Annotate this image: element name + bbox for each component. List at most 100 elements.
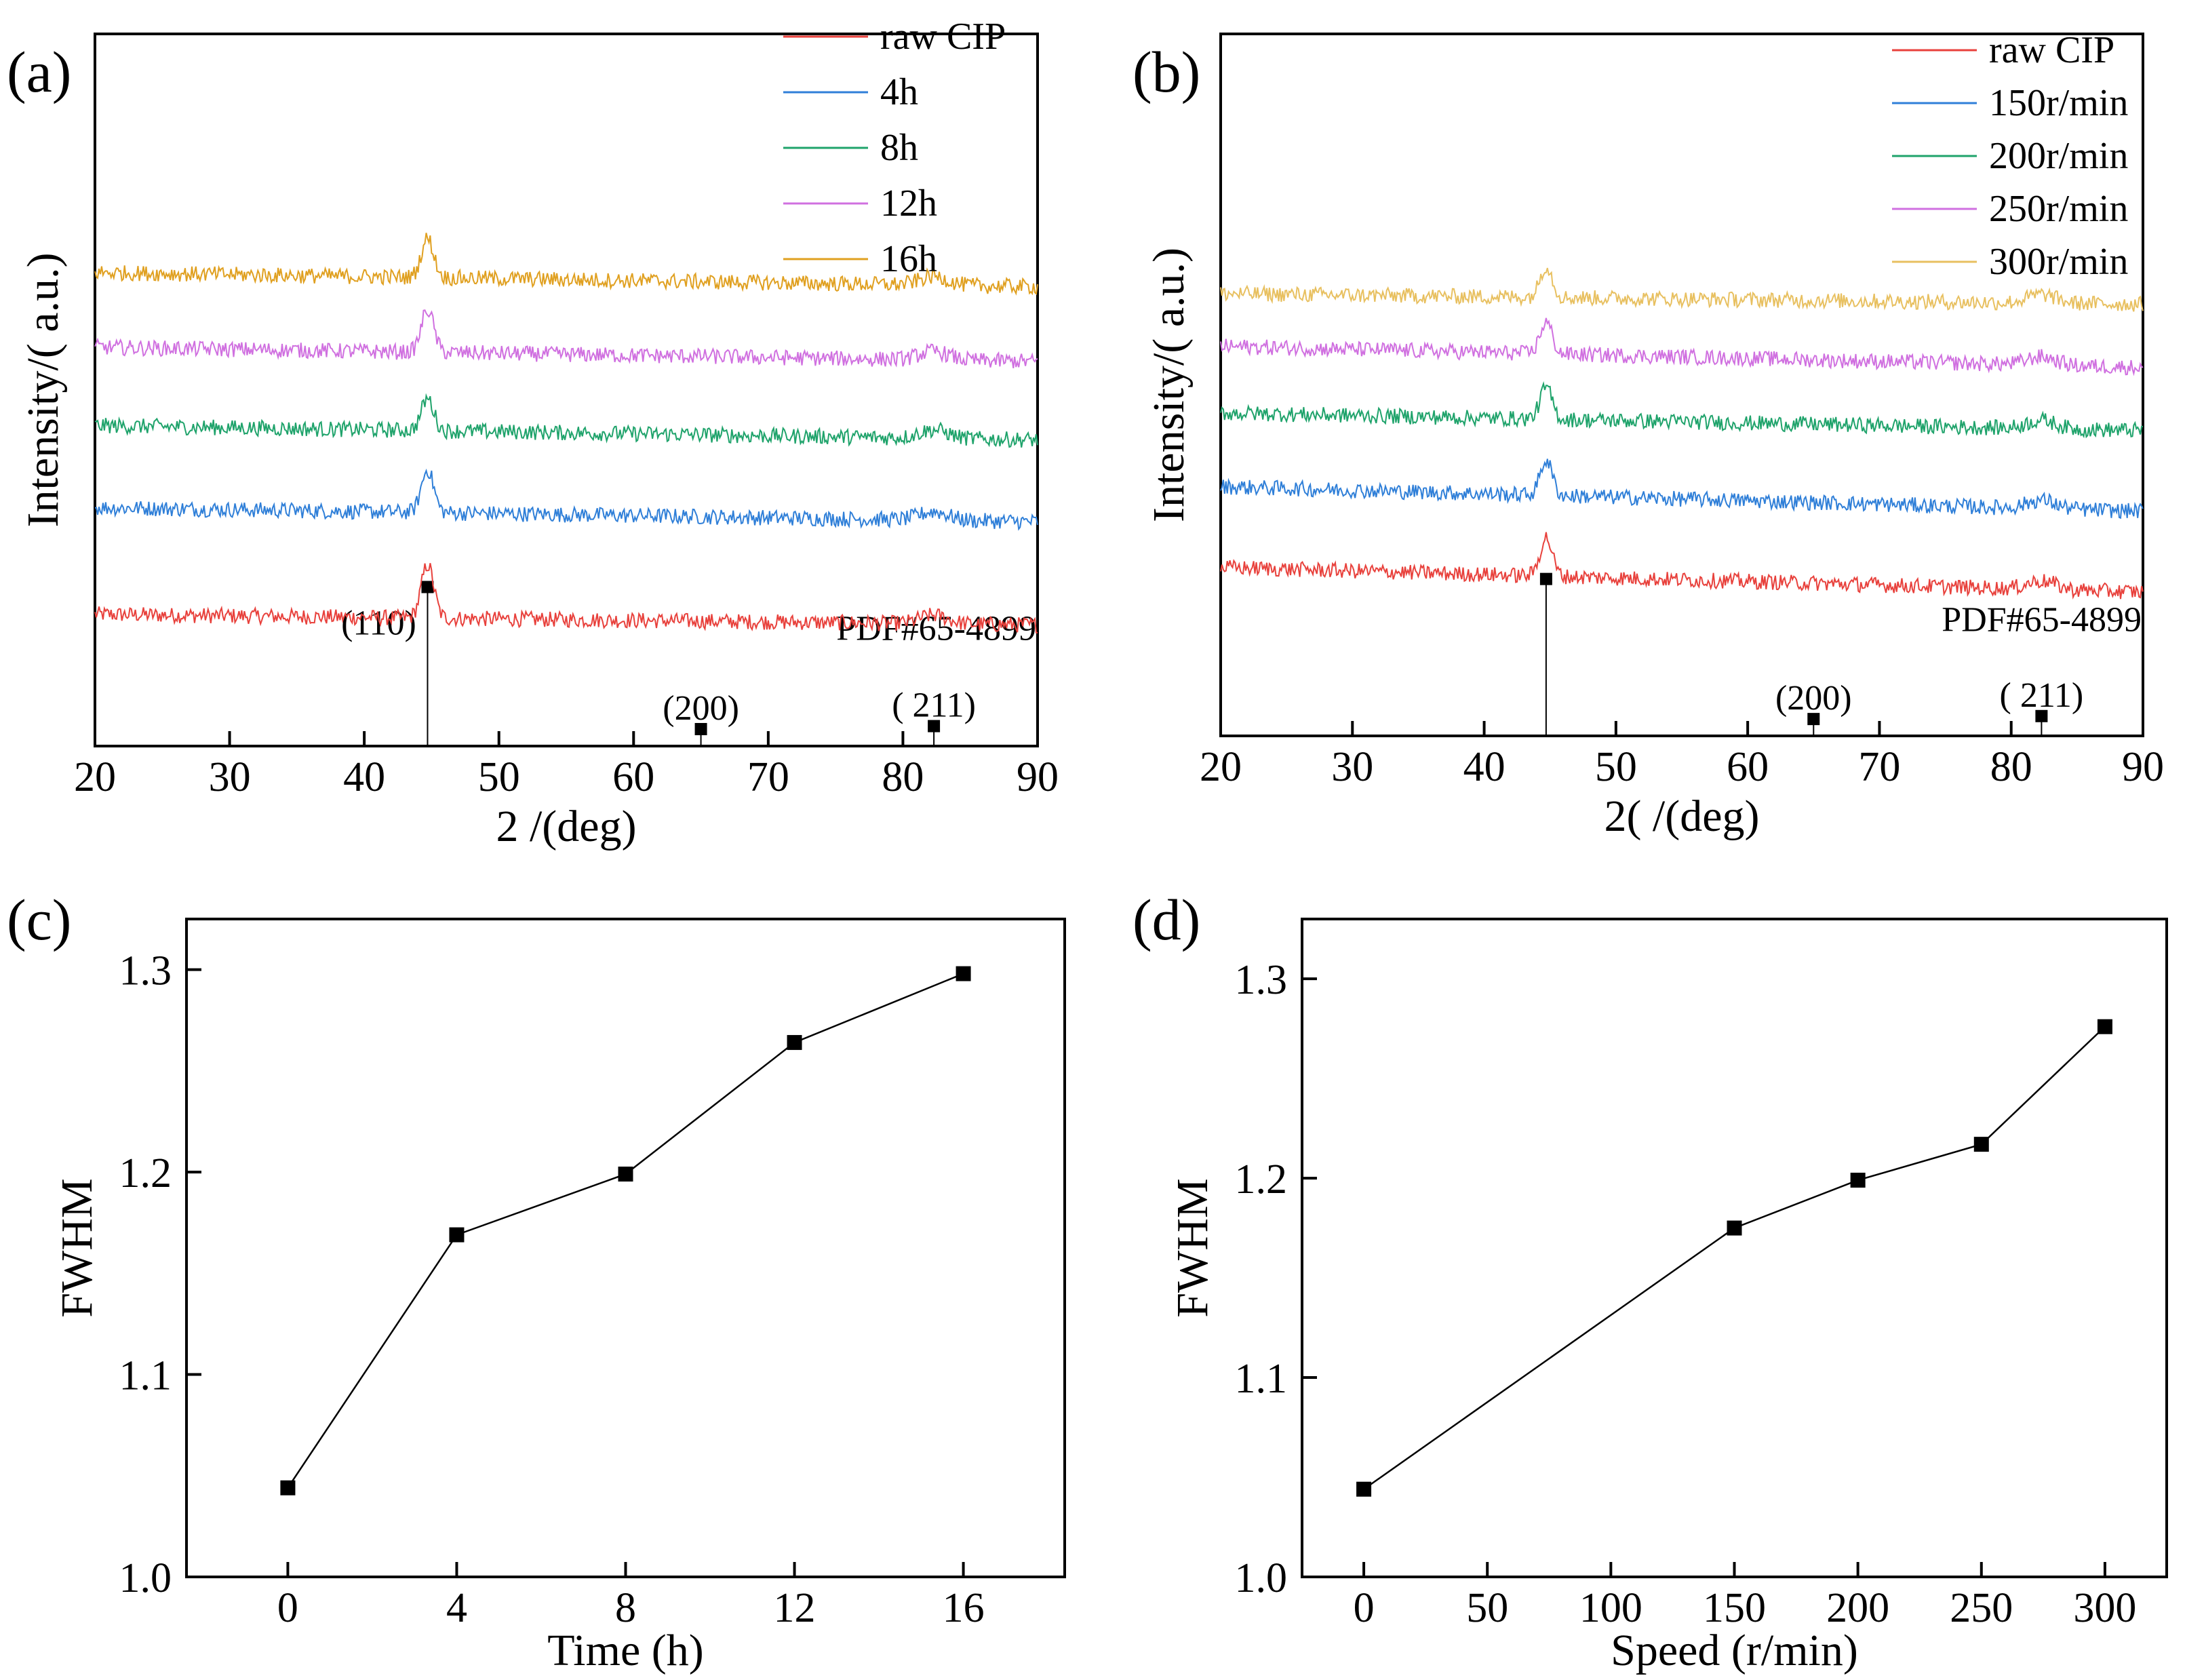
reference-peak-label: (200)	[1775, 679, 1852, 718]
panel-letter: (d)	[1133, 887, 1200, 952]
legend-label: raw CIP	[1989, 29, 2114, 71]
panel-letter: (b)	[1133, 39, 1200, 104]
x-tick-label: 90	[1017, 754, 1059, 800]
data-point	[280, 1480, 296, 1496]
panel-a: (a)20 30 40 50 60 70 80 90(110)(200)( 211)PDF#6…	[7, 16, 1059, 851]
panel-d: (d) 0 50 100 150 200 250 300 1.0 1.1 1.2 1.3 Speed (…	[1133, 887, 2168, 1675]
x-tick-label: 12	[774, 1585, 816, 1631]
plot-frame	[1301, 918, 2168, 1578]
x-tick-label: 200	[1826, 1585, 1889, 1631]
data-point	[449, 1227, 465, 1243]
x-axis-label: 2( /(deg)	[1604, 792, 1759, 841]
y-axis-label: FWHM	[1168, 1178, 1217, 1317]
data-point	[1850, 1173, 1866, 1188]
y-tick-label: 1.2	[119, 1150, 172, 1196]
series-line-1	[94, 468, 1038, 531]
legend-label: 4h	[880, 71, 918, 113]
y-tick-label: 1.3	[119, 948, 172, 994]
x-tick-label: 40	[343, 754, 385, 800]
x-tick-label: 60	[1727, 744, 1769, 790]
series-line-4	[1220, 267, 2144, 312]
x-tick-label: 8	[615, 1585, 636, 1631]
legend-label: 150r/min	[1989, 82, 2128, 124]
legend-label: 8h	[880, 127, 918, 169]
x-tick-label: 0	[277, 1585, 298, 1631]
reference-peak-label: ( 211)	[2000, 676, 2084, 715]
x-tick-label: 20	[1200, 744, 1242, 790]
plot-frame	[94, 33, 1039, 747]
legend-label: raw CIP	[880, 16, 1006, 58]
reference-peak-label: ( 211)	[892, 686, 976, 725]
y-tick-label: 1.2	[1235, 1156, 1288, 1203]
series-line-2	[1220, 381, 2144, 439]
series-line-3	[94, 309, 1038, 369]
x-tick-label: 30	[209, 754, 251, 800]
reference-marker	[928, 720, 941, 732]
x-tick-label: 80	[882, 754, 924, 800]
reference-marker	[421, 581, 434, 593]
y-tick-label: 1.3	[1235, 957, 1288, 1003]
x-tick-label: 50	[1595, 744, 1637, 790]
x-tick-label: 250	[1950, 1585, 2013, 1631]
x-tick-label: 30	[1331, 744, 1373, 790]
x-tick-label: 4	[446, 1585, 467, 1631]
data-point	[2097, 1019, 2112, 1034]
x-tick-label: 150	[1703, 1585, 1766, 1631]
data-point	[787, 1035, 802, 1051]
data-point	[1973, 1137, 1989, 1152]
legend-label: 12h	[880, 182, 937, 224]
x-axis-label: 2 /(deg)	[496, 802, 636, 851]
series-line-3	[1220, 317, 2144, 376]
y-tick-label: 1.1	[119, 1353, 172, 1399]
series-line-0	[1220, 532, 2144, 600]
y-axis-label: Intensity/( a.u.)	[18, 252, 68, 527]
x-tick-label: 70	[747, 754, 789, 800]
reference-card-label: PDF#65-4899	[1942, 601, 2142, 640]
x-tick-label: 70	[1858, 744, 1900, 790]
fwhm-line	[1363, 1025, 2106, 1490]
data-point	[956, 966, 971, 981]
reference-marker	[2035, 709, 2048, 722]
series-line-4	[94, 233, 1038, 296]
x-tick-label: 50	[478, 754, 520, 800]
x-tick-label: 40	[1463, 744, 1505, 790]
panel-letter: (c)	[7, 887, 71, 952]
reference-marker	[1539, 572, 1552, 585]
reference-marker	[1807, 713, 1820, 726]
data-point	[618, 1167, 633, 1182]
x-tick-label: 16	[943, 1585, 985, 1631]
y-axis-label: FWHM	[52, 1178, 102, 1317]
x-axis-label: Speed (r/min)	[1611, 1626, 1858, 1675]
x-tick-label: 80	[1990, 744, 2032, 790]
reference-peak-label: (200)	[663, 689, 739, 728]
legend-label: 250r/min	[1989, 188, 2128, 230]
plot-frame	[185, 918, 1066, 1578]
x-axis-label: Time (h)	[547, 1626, 703, 1675]
series-line-1	[1220, 458, 2144, 520]
y-tick-label: 1.0	[119, 1555, 172, 1601]
panel-c: (c) 0 4 8 12 16 1.0 1.1 1.2 1.3 Time (h) FWHM	[7, 887, 1066, 1675]
y-tick-label: 1.1	[1235, 1356, 1288, 1402]
legend-label: 300r/min	[1989, 241, 2128, 283]
y-tick-label: 1.0	[1235, 1555, 1288, 1601]
x-tick-label: 0	[1354, 1585, 1375, 1631]
x-tick-label: 300	[2073, 1585, 2136, 1631]
x-tick-label: 100	[1579, 1585, 1642, 1631]
data-point	[1727, 1220, 1742, 1236]
x-tick-label: 90	[2122, 744, 2164, 790]
panel-letter: (a)	[7, 39, 71, 104]
fwhm-line	[287, 973, 964, 1489]
plot-frame	[1219, 33, 2144, 737]
legend-label: 200r/min	[1989, 135, 2128, 177]
reference-marker	[694, 722, 707, 735]
x-tick-label: 50	[1466, 1585, 1508, 1631]
y-axis-label: Intensity/( a.u.)	[1144, 248, 1194, 522]
panel-b: (b) 20 30 40 50 60 70 80 90 (200) ( 211) PDF#65-489…	[1133, 29, 2164, 841]
x-tick-label: 60	[612, 754, 654, 800]
series-line-2	[94, 393, 1038, 448]
legend-label: 16h	[880, 238, 937, 280]
series-line-0	[94, 563, 1038, 633]
data-point	[1356, 1481, 1372, 1497]
x-tick-label: 20	[74, 754, 116, 800]
